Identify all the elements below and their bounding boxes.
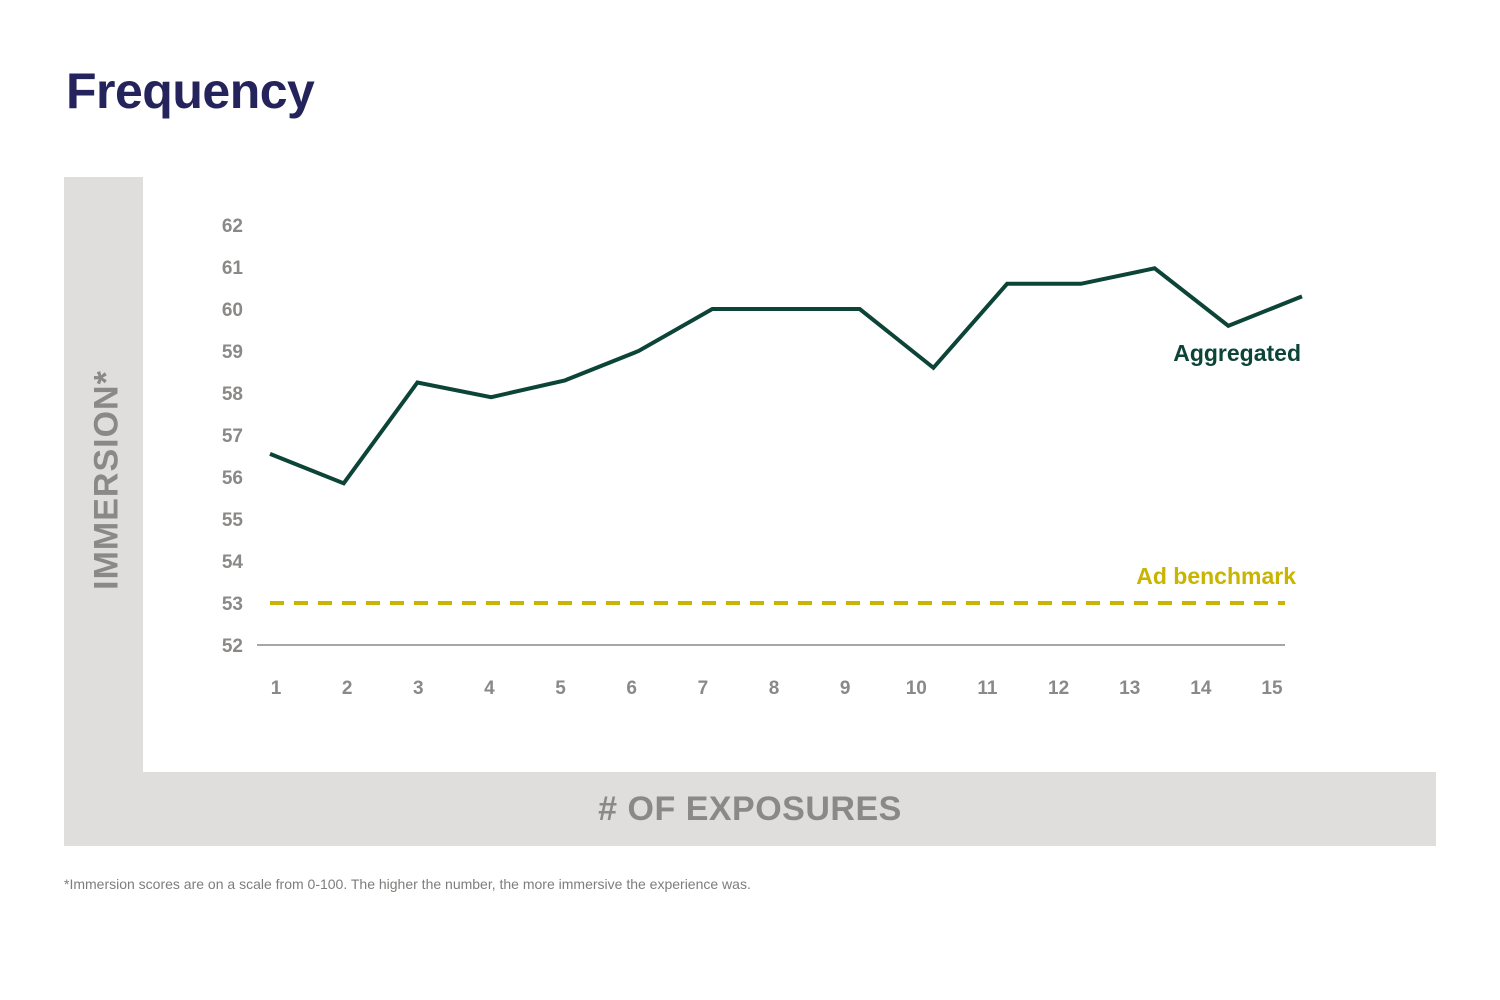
x-tick-label: 14 xyxy=(1190,678,1212,699)
benchmark-label: Ad benchmark xyxy=(1136,563,1296,589)
y-tick-label: 55 xyxy=(222,510,244,531)
x-tick-label: 10 xyxy=(906,678,927,699)
y-tick-label: 61 xyxy=(222,258,244,279)
y-tick-label: 60 xyxy=(222,300,243,321)
x-tick-label: 15 xyxy=(1261,678,1283,699)
x-tick-label: 7 xyxy=(698,678,709,699)
x-tick-label: 6 xyxy=(626,678,637,699)
footnote: *Immersion scores are on a scale from 0-… xyxy=(64,876,751,892)
y-tick-labels: 52 53 54 55 56 57 58 59 60 61 62 xyxy=(222,216,244,657)
y-tick-label: 52 xyxy=(222,636,243,657)
aggregated-line xyxy=(269,266,1303,486)
x-tick-labels: 1 2 3 4 5 6 7 8 9 10 11 12 13 14 15 xyxy=(271,678,1283,699)
chart-title: Frequency xyxy=(66,63,315,119)
x-tick-label: 4 xyxy=(484,678,495,699)
x-tick-label: 2 xyxy=(342,678,353,699)
x-tick-label: 9 xyxy=(840,678,851,699)
x-axis-frame xyxy=(64,772,1436,846)
aggregated-label: Aggregated xyxy=(1173,340,1301,366)
x-tick-label: 8 xyxy=(769,678,780,699)
y-tick-label: 57 xyxy=(222,426,243,447)
y-tick-label: 53 xyxy=(222,594,243,615)
x-tick-label: 1 xyxy=(271,678,282,699)
y-tick-label: 58 xyxy=(222,384,243,405)
y-tick-label: 59 xyxy=(222,342,243,363)
x-tick-label: 3 xyxy=(413,678,424,699)
y-tick-label: 62 xyxy=(222,216,243,237)
x-tick-label: 13 xyxy=(1119,678,1140,699)
y-tick-label: 54 xyxy=(222,552,244,573)
x-axis-label: # OF EXPOSURES xyxy=(598,790,902,828)
x-tick-label: 5 xyxy=(555,678,566,699)
y-tick-label: 56 xyxy=(222,468,243,489)
x-tick-label: 12 xyxy=(1048,678,1069,699)
x-tick-label: 11 xyxy=(977,678,998,699)
y-axis-frame xyxy=(64,177,143,846)
series-layer xyxy=(269,266,1303,605)
series-labels: Aggregated Ad benchmark xyxy=(1136,340,1301,589)
